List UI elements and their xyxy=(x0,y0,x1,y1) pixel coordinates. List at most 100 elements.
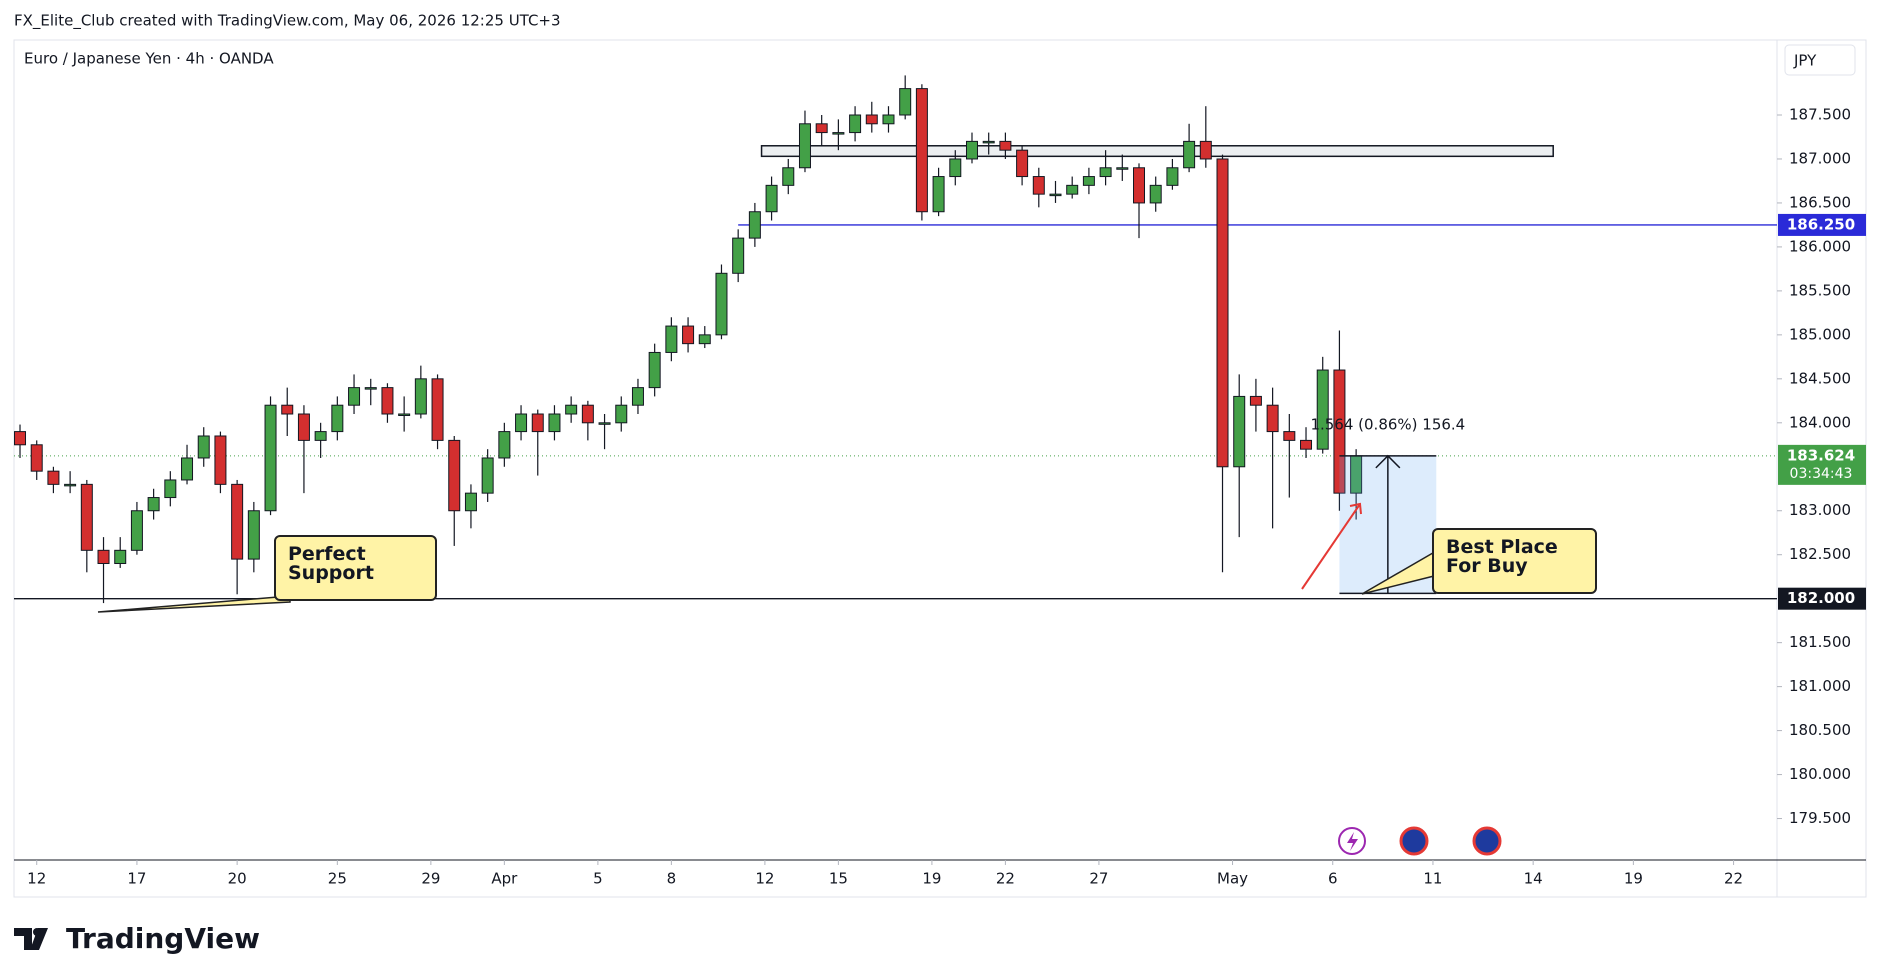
candle-body xyxy=(1032,176,1045,195)
x-tick-label: 29 xyxy=(421,870,440,888)
candle-body xyxy=(1333,369,1346,494)
x-tick-label: 8 xyxy=(667,870,677,888)
candle-body xyxy=(882,114,895,125)
x-tick-label: 5 xyxy=(593,870,603,888)
y-tick-label: 186.500 xyxy=(1789,193,1851,211)
y-tick-label: 184.500 xyxy=(1789,369,1851,387)
candle-body xyxy=(1066,184,1079,195)
price-label: 183.624 xyxy=(1787,446,1855,464)
candle-body xyxy=(999,140,1012,151)
y-tick-label: 185.000 xyxy=(1789,325,1851,343)
candle-body xyxy=(281,404,294,415)
chart-frame xyxy=(13,39,1867,898)
y-tick-label: 180.000 xyxy=(1789,765,1851,783)
x-tick-label: 12 xyxy=(27,870,46,888)
candle-body xyxy=(1049,193,1062,197)
y-tick-label: 187.000 xyxy=(1789,149,1851,167)
x-tick-label: 19 xyxy=(922,870,941,888)
candle-body xyxy=(965,140,978,160)
x-tick-label: Apr xyxy=(491,870,518,888)
y-tick-label: 183.000 xyxy=(1789,501,1851,519)
candle-body xyxy=(247,510,260,560)
candle-body xyxy=(30,444,43,472)
candle-body xyxy=(665,325,678,353)
candle-body xyxy=(899,88,912,116)
candle-body xyxy=(648,351,661,389)
candle-body xyxy=(615,404,628,424)
y-tick-label: 184.000 xyxy=(1789,413,1851,431)
plot: 187.500 187.000 186.500 186.000 185.500 185.0… xyxy=(14,75,1866,888)
callout-best-place: Best Place For Buy xyxy=(1432,528,1597,594)
candle-body xyxy=(748,211,761,239)
candle-body xyxy=(565,404,578,415)
candle-body xyxy=(1249,395,1262,406)
x-tick-label: 12 xyxy=(755,870,774,888)
candle-body xyxy=(164,479,177,499)
candle-body xyxy=(531,413,544,433)
header: FX_Elite_Club created with TradingView.c… xyxy=(14,12,561,31)
candle-body xyxy=(982,140,995,144)
candle-body xyxy=(64,483,77,487)
candle-body xyxy=(932,176,945,213)
candle-body xyxy=(214,435,227,485)
price-label: 186.250 xyxy=(1787,215,1855,233)
candle-body xyxy=(631,387,644,406)
candle-body xyxy=(682,325,695,345)
price-label: 182.000 xyxy=(1787,589,1855,607)
price-label-bg xyxy=(1778,444,1866,485)
candle-body xyxy=(598,422,611,425)
candle-body xyxy=(147,497,160,512)
candle-body xyxy=(815,123,828,134)
candle-body xyxy=(314,431,327,441)
countdown: 03:34:43 xyxy=(1790,466,1853,482)
y-tick-label: 181.000 xyxy=(1789,677,1851,695)
candle-body xyxy=(515,413,528,433)
event-icon[interactable] xyxy=(1399,826,1429,856)
candle-body xyxy=(865,114,878,125)
chart-title: Euro / Japanese Yen · 4h · OANDA xyxy=(24,50,274,68)
candle-body xyxy=(1099,167,1112,178)
candle-body xyxy=(849,114,862,134)
event-glyph xyxy=(1347,832,1358,851)
x-tick-label: 6 xyxy=(1328,870,1338,888)
y-tick-label: 185.500 xyxy=(1789,281,1851,299)
candle-body xyxy=(798,123,811,169)
y-tick-label: 181.500 xyxy=(1789,633,1851,651)
candle-body xyxy=(1133,167,1146,204)
logo-dot xyxy=(33,928,41,936)
candle-body xyxy=(114,549,127,565)
candle-body xyxy=(381,387,394,415)
candle-body xyxy=(398,413,411,417)
tradingview-logo: TradingView xyxy=(14,922,260,955)
candle-body xyxy=(331,404,344,433)
currency-box[interactable] xyxy=(1784,44,1856,76)
candle-body xyxy=(414,378,427,415)
x-tick-label: 27 xyxy=(1089,870,1108,888)
candle-body xyxy=(832,132,845,135)
candle-body xyxy=(80,483,93,551)
y-tick-label: 179.500 xyxy=(1789,809,1851,827)
measure-arrowhead xyxy=(1375,454,1401,469)
candle-body xyxy=(1016,149,1029,178)
candle-body xyxy=(1166,167,1179,186)
candle-body xyxy=(548,413,561,433)
candle-body xyxy=(1199,140,1212,160)
measure-label: 1.564 (0.86%) 156.4 xyxy=(1310,415,1465,433)
candle-body xyxy=(949,158,962,178)
candle-body xyxy=(1300,439,1313,450)
x-tick-label: 22 xyxy=(1724,870,1743,888)
candle-body xyxy=(1316,369,1329,450)
candle-body xyxy=(448,439,461,512)
candle-body xyxy=(14,431,27,446)
x-tick-label: 19 xyxy=(1624,870,1643,888)
candle-body xyxy=(1283,431,1296,441)
x-tick-label: 25 xyxy=(328,870,347,888)
price-label-bg xyxy=(1778,587,1866,610)
resistance-zone xyxy=(760,145,1554,158)
candle-body xyxy=(1149,184,1162,204)
candle-body xyxy=(364,387,377,390)
event-icon[interactable] xyxy=(1472,826,1502,856)
candle-body xyxy=(181,457,194,481)
